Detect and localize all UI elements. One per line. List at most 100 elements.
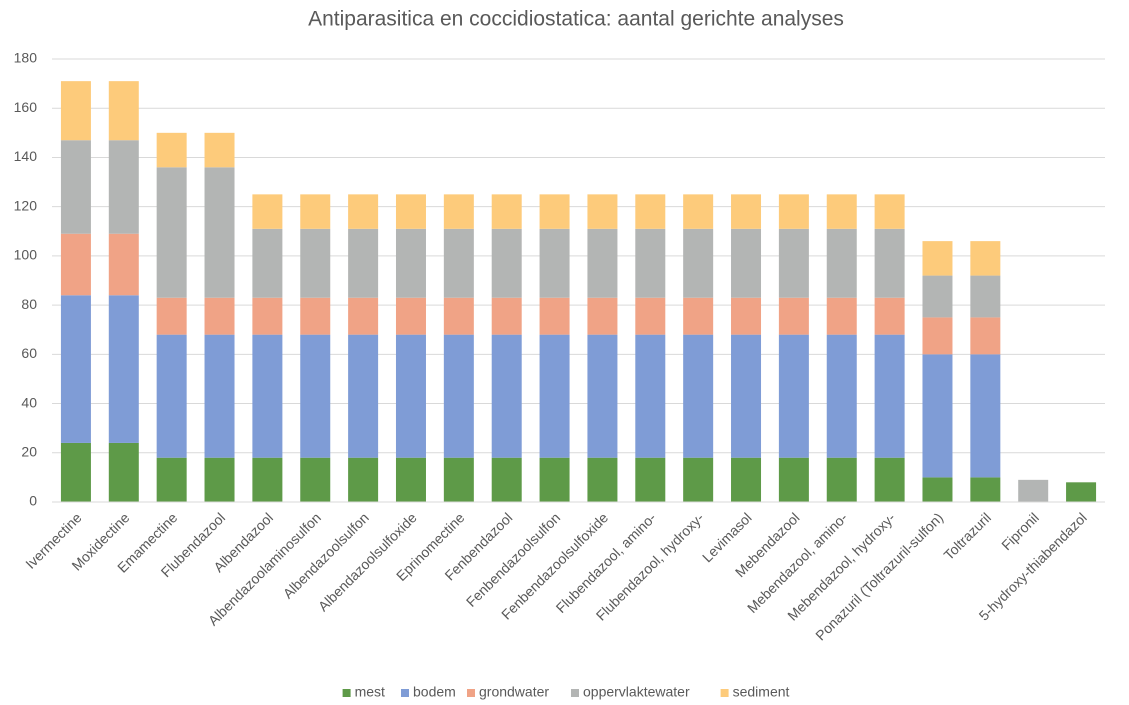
legend-swatch	[342, 689, 351, 697]
y-tick-label: 40	[21, 394, 37, 410]
bar-segment	[683, 457, 714, 502]
bar-segment	[635, 334, 666, 458]
bar-segment	[635, 228, 666, 298]
bar-segment	[539, 334, 570, 458]
y-tick-label: 120	[14, 197, 38, 213]
bar-segment	[443, 194, 474, 229]
legend-swatch	[401, 689, 409, 697]
bar-segment	[683, 194, 714, 229]
bar-segment	[826, 297, 857, 335]
legend-label: sediment	[733, 684, 790, 700]
legend-swatch	[467, 689, 475, 697]
bar-segment	[731, 194, 762, 229]
bar-segment	[970, 241, 1001, 276]
bar-segment	[300, 194, 331, 229]
bar-segment	[60, 233, 91, 296]
bar-segment	[539, 457, 570, 502]
bar-segment	[348, 228, 379, 298]
bar-segment	[1018, 479, 1049, 502]
bar-segment	[443, 297, 474, 335]
bar-segment	[778, 334, 809, 458]
bar-segment	[491, 228, 522, 298]
legend-swatch	[720, 689, 729, 697]
bar-segment	[922, 477, 953, 502]
bar-segment	[874, 457, 905, 502]
bar-segment	[874, 228, 905, 298]
bar-segment	[683, 228, 714, 298]
y-tick-label: 180	[14, 50, 38, 66]
bar-segment	[348, 334, 379, 458]
bar-segment	[156, 334, 187, 458]
bar-segment	[587, 457, 618, 502]
bar-segment	[731, 334, 762, 458]
bar-segment	[970, 477, 1001, 502]
bar-segment	[156, 457, 187, 502]
bar-segment	[443, 334, 474, 458]
bar-segment	[922, 241, 953, 276]
legend-swatch	[571, 689, 579, 697]
bar-segment	[491, 194, 522, 229]
x-tick-label: Fipronil	[998, 509, 1042, 553]
legend-label: oppervlaktewater	[583, 684, 690, 700]
legend-label: mest	[355, 684, 385, 700]
bar-segment	[204, 297, 235, 335]
bar-segment	[156, 167, 187, 298]
bar-segment	[300, 334, 331, 458]
bar-segment	[683, 334, 714, 458]
legend-label: grondwater	[479, 684, 549, 700]
bar-segment	[635, 194, 666, 229]
bar-segment	[108, 140, 139, 234]
y-tick-label: 60	[21, 345, 37, 361]
bar-segment	[922, 317, 953, 355]
bar-segment	[60, 81, 91, 141]
bar-segment	[922, 354, 953, 478]
bar-segment	[348, 194, 379, 229]
bar-segment	[300, 297, 331, 335]
bar-segment	[1066, 482, 1097, 502]
bar-segment	[300, 228, 331, 298]
bar-segment	[539, 297, 570, 335]
bar-segment	[587, 194, 618, 229]
x-tick-label: Albendazoolsulfon	[280, 509, 372, 601]
bar-segment	[731, 457, 762, 502]
bar-segment	[252, 334, 283, 458]
bar-segment	[443, 457, 474, 502]
bar-segment	[491, 334, 522, 458]
bar-segment	[300, 457, 331, 502]
bar-segment	[204, 457, 235, 502]
bar-segment	[826, 194, 857, 229]
bar-segment	[635, 457, 666, 502]
bar-segment	[826, 457, 857, 502]
bar-segment	[108, 295, 139, 443]
bar-segment	[348, 457, 379, 502]
bar-segment	[204, 334, 235, 458]
bar-segment	[635, 297, 666, 335]
bar-segment	[731, 297, 762, 335]
bar-segment	[778, 228, 809, 298]
bar-segment	[587, 334, 618, 458]
bar-segment	[874, 334, 905, 458]
bar-segment	[395, 228, 426, 298]
bar-segment	[395, 194, 426, 229]
bar-segment	[922, 275, 953, 318]
bar-segment	[731, 228, 762, 298]
bar-segment	[826, 334, 857, 458]
bar-segment	[252, 228, 283, 298]
bar-segment	[970, 354, 1001, 478]
bar-segment	[778, 297, 809, 335]
bar-segment	[587, 228, 618, 298]
bar-segment	[491, 457, 522, 502]
chart-title: Antiparasitica en coccidiostatica: aanta…	[308, 8, 844, 31]
bar-segment	[156, 132, 187, 168]
bar-segment	[778, 457, 809, 502]
y-tick-label: 20	[21, 443, 37, 459]
bar-segment	[874, 297, 905, 335]
bar-segment	[778, 194, 809, 229]
bar-segment	[970, 317, 1001, 355]
bar-segment	[587, 297, 618, 335]
bar-segment	[395, 297, 426, 335]
bar-segment	[491, 297, 522, 335]
bar-segment	[443, 228, 474, 298]
bar-segment	[874, 194, 905, 229]
